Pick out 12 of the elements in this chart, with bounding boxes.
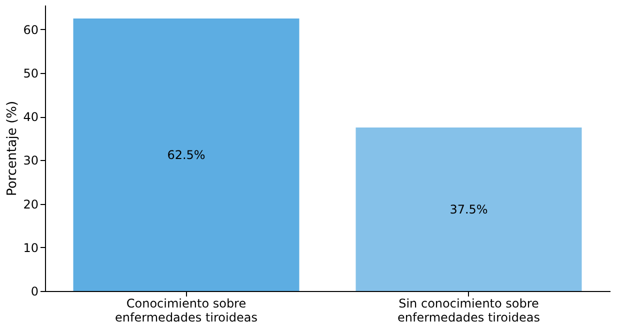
data-label: 37.5%	[450, 202, 488, 216]
y-tick-label: 60	[23, 22, 38, 37]
y-tick-label: 0	[30, 284, 38, 298]
y-tick-label: 30	[23, 154, 38, 168]
x-tick-label: Conocimiento sobre enfermedades tiroideas	[115, 296, 258, 324]
y-tick-label: 40	[23, 110, 38, 124]
y-tick-label: 10	[23, 240, 38, 255]
y-axis-title: Porcentaje (%)	[5, 100, 20, 196]
data-label: 62.5%	[167, 148, 206, 162]
x-tick-label: Sin conocimiento sobre enfermedades tiroideas	[398, 296, 540, 324]
y-tick-label: 50	[23, 66, 38, 81]
y-tick-label: 20	[23, 197, 38, 212]
